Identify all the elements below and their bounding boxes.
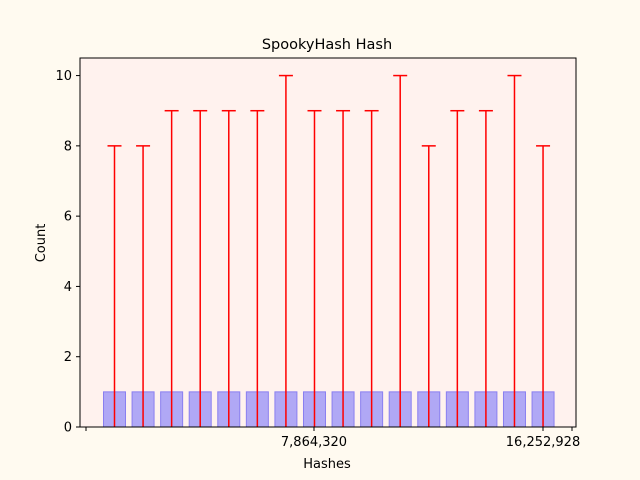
y-tick-label: 6 (64, 210, 72, 225)
y-tick-label: 8 (64, 139, 72, 154)
chart-title: SpookyHash Hash (262, 37, 392, 53)
x-axis-label: Hashes (303, 457, 351, 472)
x-axis: 7,864,320 16,252,928 (85, 427, 580, 450)
y-axis: 0 2 4 6 8 10 (55, 69, 80, 436)
y-tick-label: 2 (64, 350, 72, 365)
plot-frame (79, 57, 577, 428)
x-tick-label: 16,252,928 (506, 435, 580, 450)
y-tick-label: 0 (64, 421, 72, 436)
error-bar-group (107, 74, 551, 427)
y-axis-label: Count (34, 224, 49, 263)
y-tick-label: 10 (55, 69, 72, 84)
plot-area (80, 58, 576, 427)
y-tick-label: 4 (64, 280, 72, 295)
x-tick-label: 7,864,320 (281, 435, 347, 450)
